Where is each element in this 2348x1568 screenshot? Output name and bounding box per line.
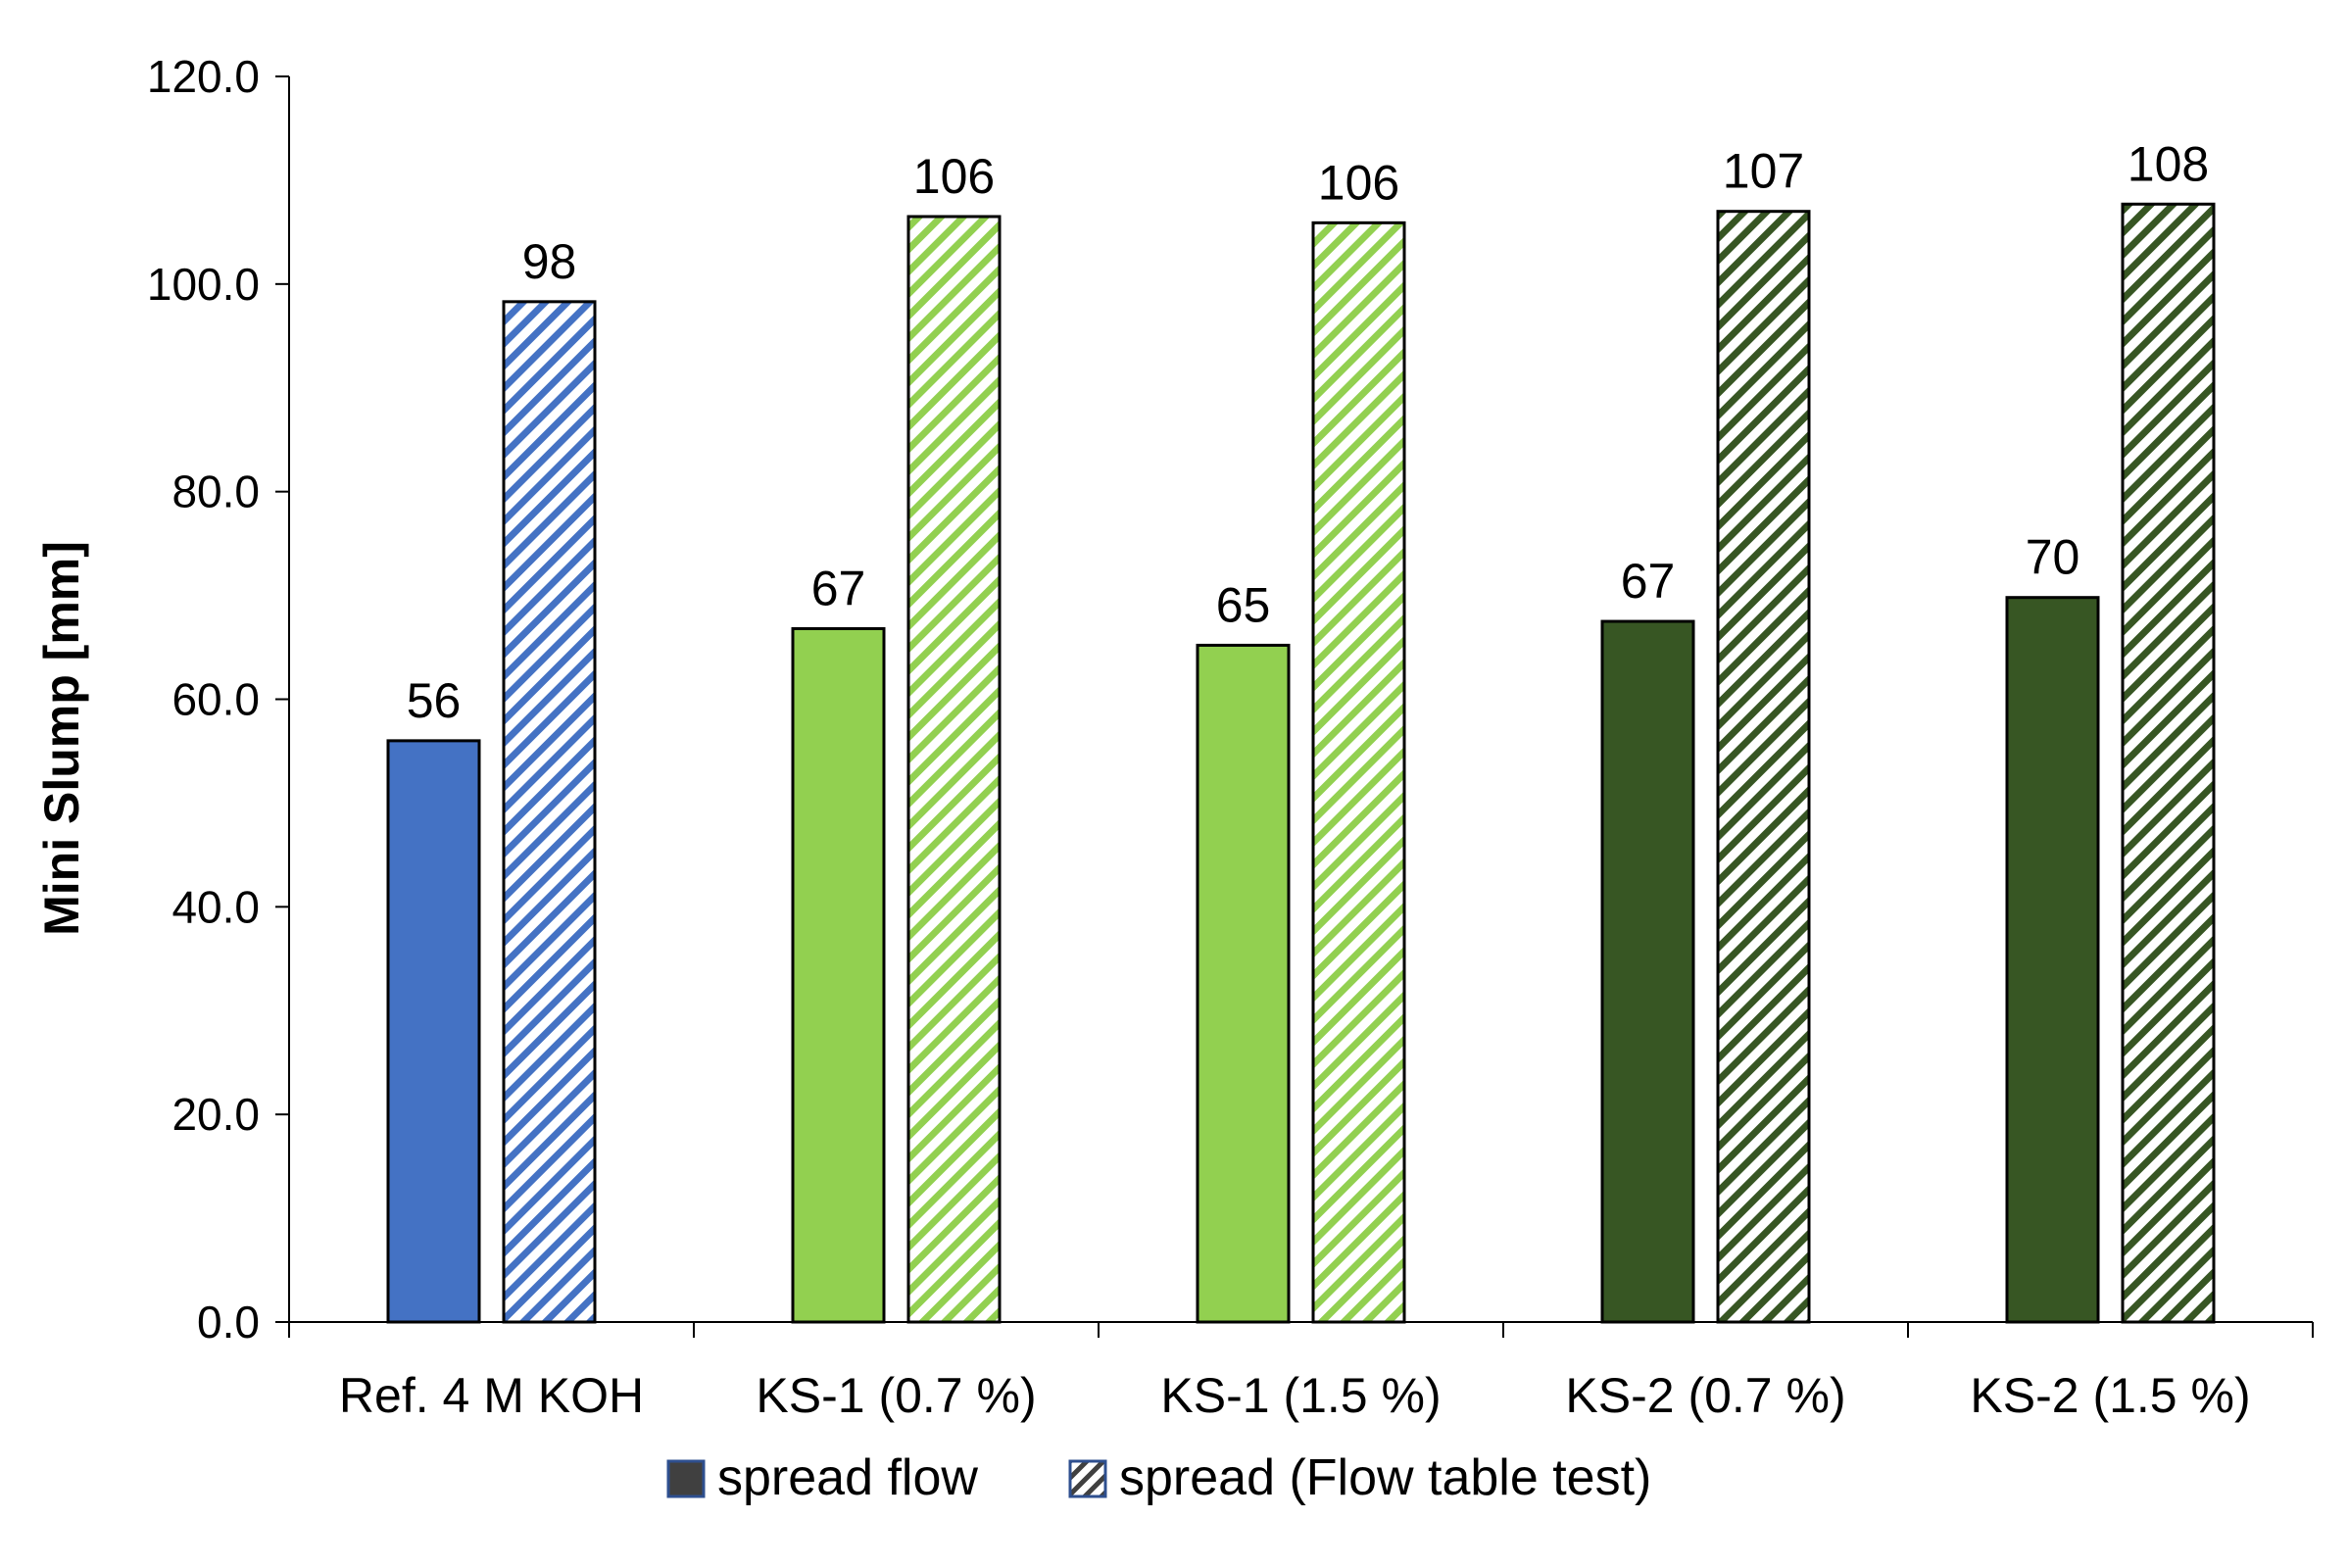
bar-spread-flow-3 [1196,643,1291,1324]
y-tick-label: 0.0 [197,1297,260,1348]
y-axis-title: Mini Slump [mm] [34,541,89,936]
bar-spread-flow-table-2 [906,215,1002,1324]
y-tick-label: 20.0 [171,1089,260,1140]
x-category-label: KS-2 (1.5 %) [1970,1368,2250,1423]
data-label: 106 [913,149,995,204]
bar-spread-flow-table-5 [2121,202,2216,1324]
y-tick-label: 100.0 [147,259,260,310]
legend-label: spread flow [717,1449,978,1506]
legend-swatch-spread-flow-table [1068,1459,1107,1498]
bar-spread-flow-table-3 [1311,220,1406,1324]
bar-spread-flow-table-1 [502,300,597,1324]
y-tick-label: 60.0 [171,674,260,725]
data-label: 106 [1318,155,1399,210]
legend-label: spread (Flow table test) [1119,1449,1651,1506]
data-label: 67 [811,561,866,615]
y-tick-label: 40.0 [171,881,260,932]
data-label: 67 [1621,554,1676,609]
x-category-label: Ref. 4 M KOH [339,1368,644,1423]
data-label: 65 [1216,577,1271,632]
data-label: 98 [522,234,577,289]
data-label: 56 [407,673,462,728]
legend-swatch-spread-flow [666,1459,706,1498]
y-tick-label: 80.0 [171,466,260,517]
bar-spread-flow-table-4 [1716,210,1811,1324]
data-label: 70 [2026,530,2080,585]
x-category-label: KS-1 (1.5 %) [1160,1368,1441,1423]
bar-spread-flow-2 [791,626,886,1324]
bar-spread-flow-5 [2005,596,2100,1324]
data-label: 108 [2128,136,2209,191]
bar-spread-flow-1 [386,739,481,1324]
data-label: 107 [1723,144,1804,199]
y-tick-label: 120.0 [147,51,260,102]
x-category-label: KS-1 (0.7 %) [756,1368,1036,1423]
x-category-label: KS-2 (0.7 %) [1565,1368,1845,1423]
bar-spread-flow-4 [1600,619,1695,1324]
